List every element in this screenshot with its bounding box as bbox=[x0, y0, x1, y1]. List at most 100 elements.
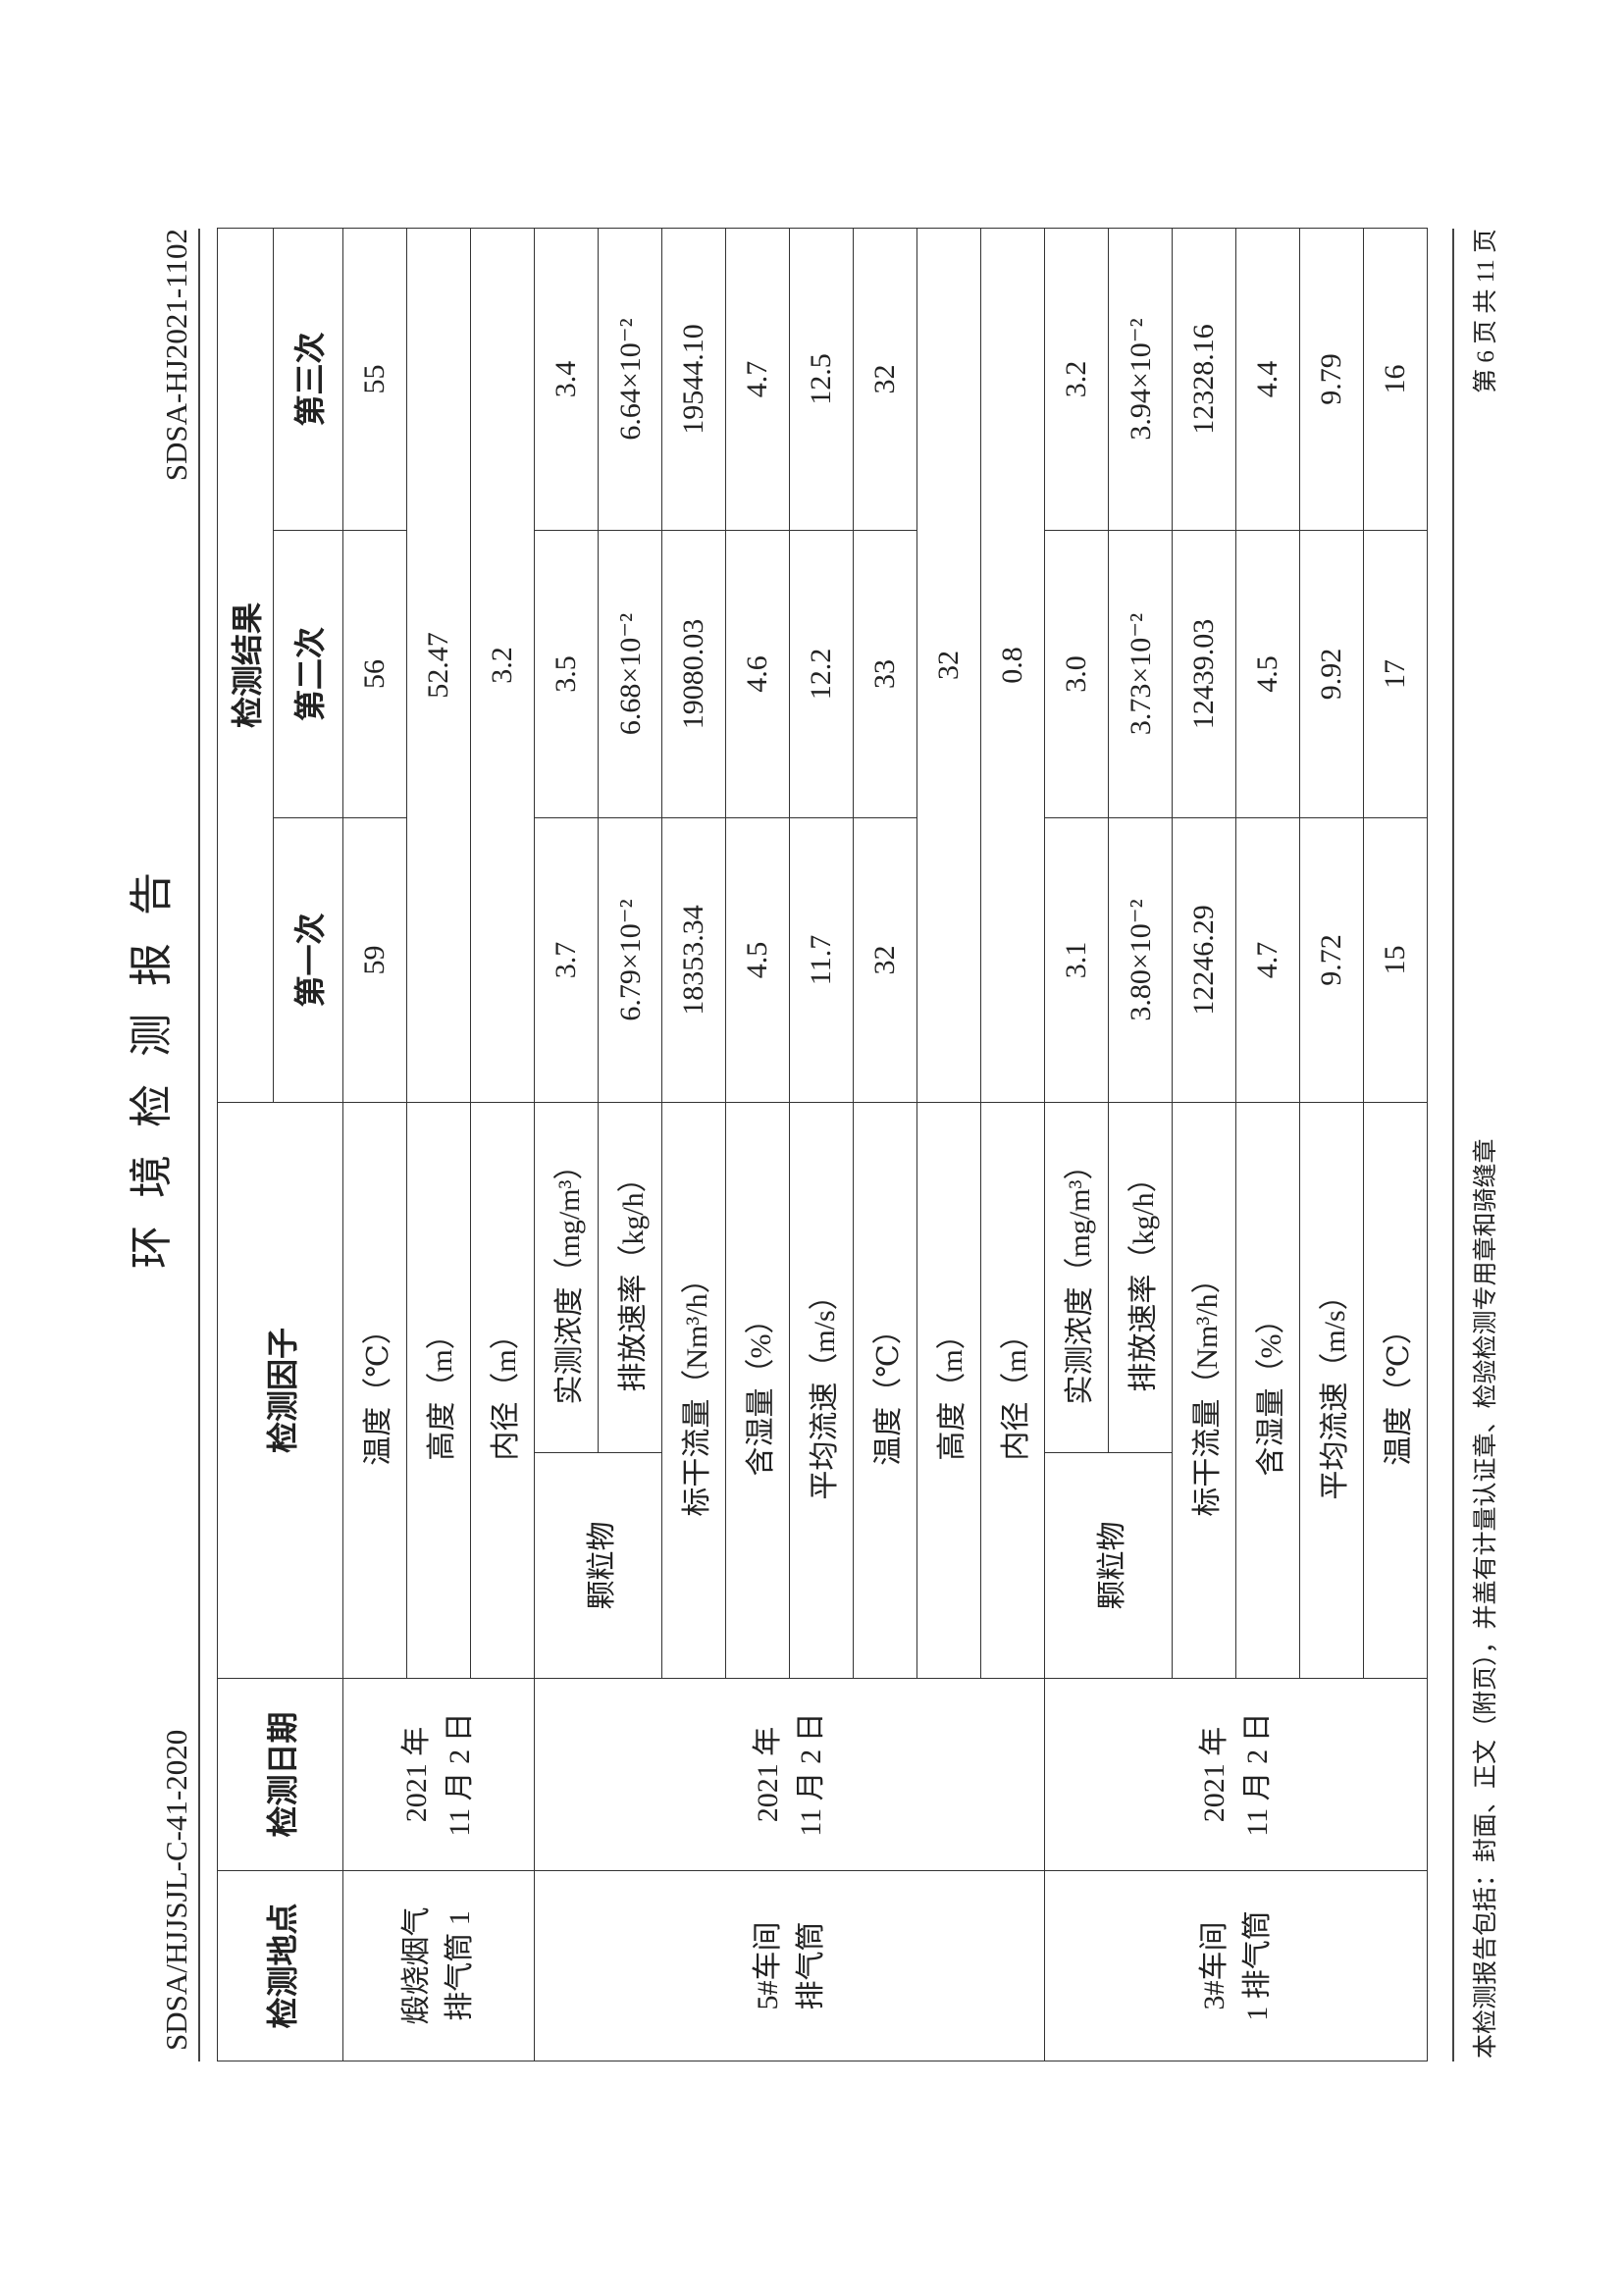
header-divider bbox=[198, 229, 200, 2061]
location-cell: 煅烧烟气 排气筒 1 bbox=[342, 1870, 535, 2061]
factor-cell: 内径（m） bbox=[980, 1102, 1045, 1679]
factor-cell: 实测浓度（mg/m³） bbox=[1044, 1102, 1109, 1453]
result-cell: 4.7 bbox=[725, 228, 790, 531]
category-cell: 颗粒物 bbox=[534, 1452, 662, 1679]
date-cell-line: 2021 年 bbox=[751, 1726, 784, 1823]
factor-cell: 高度（m） bbox=[406, 1102, 471, 1679]
result-cell: 3.7 bbox=[534, 817, 599, 1103]
location-cell-line: 1 排气筒 bbox=[1240, 1910, 1274, 2021]
date-cell: 2021 年 11 月 2 日 bbox=[1044, 1678, 1428, 1871]
result-cell: 9.79 bbox=[1299, 228, 1364, 531]
date-cell-line: 11 月 2 日 bbox=[1240, 1712, 1274, 1837]
factor-cell: 实测浓度（mg/m³） bbox=[534, 1102, 599, 1453]
result-cell-merged: 3.2 bbox=[470, 228, 535, 1103]
factor-cell: 标干流量（Nm³/h） bbox=[1172, 1102, 1236, 1679]
factor-cell: 含湿量（%） bbox=[1235, 1102, 1300, 1679]
results-table: 检测地点 检测日期 检测因子 检测结果 第一次 第二次 第三次 煅烧烟气 排气筒 … bbox=[217, 228, 1428, 2061]
header-factor: 检测因子 bbox=[217, 1102, 343, 1679]
result-cell: 16 bbox=[1363, 228, 1428, 531]
factor-cell: 标干流量（Nm³/h） bbox=[661, 1102, 726, 1679]
result-cell: 4.4 bbox=[1235, 228, 1300, 531]
factor-cell: 含湿量（%） bbox=[725, 1102, 790, 1679]
date-cell: 2021 年 11 月 2 日 bbox=[342, 1678, 535, 1871]
result-cell: 6.64×10⁻² bbox=[598, 228, 662, 531]
factor-cell: 排放速率（kg/h） bbox=[1108, 1102, 1173, 1453]
result-cell: 3.4 bbox=[534, 228, 599, 531]
result-cell: 55 bbox=[342, 228, 407, 531]
result-cell: 6.79×10⁻² bbox=[598, 817, 662, 1103]
date-cell-line: 2021 年 bbox=[400, 1726, 433, 1823]
result-cell: 19544.10 bbox=[661, 228, 726, 531]
result-cell-merged: 32 bbox=[916, 228, 981, 1103]
result-cell: 3.5 bbox=[534, 530, 599, 818]
result-cell: 59 bbox=[342, 817, 407, 1103]
result-cell: 3.73×10⁻² bbox=[1108, 530, 1173, 818]
footer-note: 本检测报告包括：封面、正文（附页），并盖有计量认证章、检验检测专用章和骑缝章 bbox=[1473, 1138, 1499, 2059]
result-cell: 9.72 bbox=[1299, 817, 1364, 1103]
result-cell: 18353.34 bbox=[661, 817, 726, 1103]
result-cell: 3.2 bbox=[1044, 228, 1109, 531]
report-code: SDSA-HJ2021-1102 bbox=[159, 229, 193, 482]
factor-cell: 高度（m） bbox=[916, 1102, 981, 1679]
result-cell: 9.92 bbox=[1299, 530, 1364, 818]
header-date: 检测日期 bbox=[217, 1678, 343, 1871]
header-results: 检测结果 bbox=[217, 228, 274, 1103]
result-cell: 33 bbox=[853, 530, 917, 818]
factor-cell: 平均流速（m/s） bbox=[1299, 1102, 1364, 1679]
result-cell: 3.80×10⁻² bbox=[1108, 817, 1173, 1103]
header-location: 检测地点 bbox=[217, 1870, 343, 2061]
header-run-2: 第二次 bbox=[273, 530, 343, 818]
header-run-1: 第一次 bbox=[273, 817, 343, 1103]
result-cell: 32 bbox=[853, 228, 917, 531]
location-cell: 3#车间 1 排气筒 bbox=[1044, 1870, 1428, 2061]
table-row: 5#车间 排气筒 2021 年 11 月 2 日颗粒物 实测浓度（mg/m³） 3.7 3.… bbox=[534, 228, 1045, 2061]
result-cell: 12328.16 bbox=[1172, 228, 1236, 531]
result-cell: 56 bbox=[342, 530, 407, 818]
table-body: 煅烧烟气 排气筒 1 2021 年 11 月 2 日温度（℃） 59 56 55 高度（m） 5… bbox=[342, 228, 1428, 2061]
page-title: 环境检测报告 bbox=[128, 845, 176, 1269]
location-cell-line: 3#车间 bbox=[1197, 1921, 1230, 2010]
result-cell: 12.2 bbox=[789, 530, 854, 818]
result-cell: 19080.03 bbox=[661, 530, 726, 818]
result-cell: 3.0 bbox=[1044, 530, 1109, 818]
table-row: 3#车间 1 排气筒 2021 年 11 月 2 日 颗粒物 实测浓度（mg/m³） 3.1… bbox=[1044, 228, 1428, 2061]
result-cell: 17 bbox=[1363, 530, 1428, 818]
location-cell: 5#车间 排气筒 bbox=[534, 1870, 1045, 2061]
result-cell: 3.1 bbox=[1044, 817, 1109, 1103]
factor-cell: 温度（℃） bbox=[342, 1102, 407, 1679]
result-cell-merged: 52.47 bbox=[406, 228, 471, 1103]
location-cell-line: 排气筒 bbox=[794, 1921, 827, 2010]
location-cell-line: 煅烧烟气 bbox=[400, 1906, 433, 2025]
result-cell: 15 bbox=[1363, 817, 1428, 1103]
factor-cell: 内径（m） bbox=[470, 1102, 535, 1679]
result-cell: 4.6 bbox=[725, 530, 790, 818]
result-cell: 12246.29 bbox=[1172, 817, 1236, 1103]
result-cell: 4.5 bbox=[725, 817, 790, 1103]
result-cell: 4.5 bbox=[1235, 530, 1300, 818]
result-cell-merged: 0.8 bbox=[980, 228, 1045, 1103]
result-cell: 11.7 bbox=[789, 817, 854, 1103]
factor-cell: 平均流速（m/s） bbox=[789, 1102, 854, 1679]
category-cell: 颗粒物 bbox=[1044, 1452, 1173, 1679]
factor-cell: 排放速率（kg/h） bbox=[598, 1102, 662, 1453]
date-cell: 2021 年 11 月 2 日 bbox=[534, 1678, 1045, 1871]
result-cell: 32 bbox=[853, 817, 917, 1103]
page-number: 第 6 页 共 11 页 bbox=[1473, 229, 1499, 393]
result-cell: 12.5 bbox=[789, 228, 854, 531]
factor-cell: 温度（℃） bbox=[1363, 1102, 1428, 1679]
date-cell-line: 11 月 2 日 bbox=[444, 1712, 476, 1837]
result-cell: 4.7 bbox=[1235, 817, 1300, 1103]
result-cell: 6.68×10⁻² bbox=[598, 530, 662, 818]
result-cell: 3.94×10⁻² bbox=[1108, 228, 1173, 531]
table-row: 煅烧烟气 排气筒 1 2021 年 11 月 2 日 温度（℃） 59 56 55 bbox=[342, 228, 535, 2061]
form-code: SDSA/HJJSJL-C-41-2020 bbox=[159, 1729, 193, 2051]
location-cell-line: 排气筒 1 bbox=[444, 1910, 476, 2021]
location-cell-line: 5#车间 bbox=[751, 1921, 784, 2010]
date-cell-line: 2021 年 bbox=[1197, 1726, 1230, 1823]
date-cell-line: 11 月 2 日 bbox=[794, 1712, 827, 1837]
header-run-3: 第三次 bbox=[273, 228, 343, 531]
factor-cell: 温度（℃） bbox=[853, 1102, 917, 1679]
result-cell: 12439.03 bbox=[1172, 530, 1236, 818]
footer-divider bbox=[1452, 229, 1454, 2061]
